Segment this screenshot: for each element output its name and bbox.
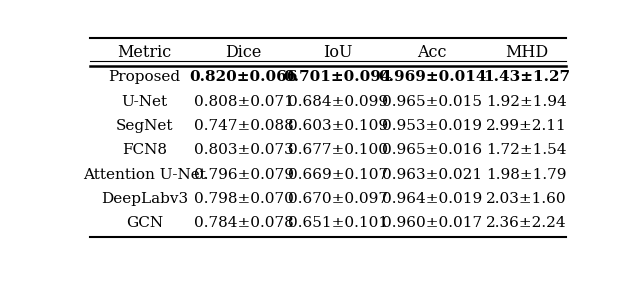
Text: 1.72±1.54: 1.72±1.54 bbox=[486, 143, 566, 157]
Text: 0.965±0.015: 0.965±0.015 bbox=[382, 95, 482, 109]
Text: 0.808±0.071: 0.808±0.071 bbox=[194, 95, 294, 109]
Text: GCN: GCN bbox=[126, 216, 163, 230]
Text: MHD: MHD bbox=[505, 44, 548, 62]
Text: Proposed: Proposed bbox=[108, 70, 180, 84]
Text: 0.964±0.019: 0.964±0.019 bbox=[382, 192, 483, 206]
Text: 1.43±1.27: 1.43±1.27 bbox=[483, 70, 570, 84]
Text: 0.798±0.070: 0.798±0.070 bbox=[194, 192, 294, 206]
Text: IoU: IoU bbox=[323, 44, 353, 62]
Text: 0.784±0.078: 0.784±0.078 bbox=[194, 216, 294, 230]
Text: 0.953±0.019: 0.953±0.019 bbox=[382, 119, 482, 133]
Text: 0.651±0.101: 0.651±0.101 bbox=[288, 216, 388, 230]
Text: 2.03±1.60: 2.03±1.60 bbox=[486, 192, 566, 206]
Text: Dice: Dice bbox=[225, 44, 262, 62]
Text: 0.969±0.014: 0.969±0.014 bbox=[378, 70, 486, 84]
Text: 0.677±0.100: 0.677±0.100 bbox=[288, 143, 388, 157]
Text: 1.92±1.94: 1.92±1.94 bbox=[486, 95, 567, 109]
Text: 0.796±0.079: 0.796±0.079 bbox=[194, 168, 294, 182]
Text: 2.36±2.24: 2.36±2.24 bbox=[486, 216, 566, 230]
Text: 0.820±0.066: 0.820±0.066 bbox=[189, 70, 298, 84]
Text: 0.965±0.016: 0.965±0.016 bbox=[382, 143, 482, 157]
Text: FCN8: FCN8 bbox=[122, 143, 167, 157]
Text: Acc: Acc bbox=[417, 44, 447, 62]
Text: 0.684±0.099: 0.684±0.099 bbox=[288, 95, 388, 109]
Text: 0.669±0.107: 0.669±0.107 bbox=[288, 168, 388, 182]
Text: 0.960±0.017: 0.960±0.017 bbox=[382, 216, 482, 230]
Text: Attention U-Net: Attention U-Net bbox=[83, 168, 206, 182]
Text: 0.803±0.073: 0.803±0.073 bbox=[194, 143, 294, 157]
Text: Metric: Metric bbox=[117, 44, 172, 62]
Text: 1.98±1.79: 1.98±1.79 bbox=[486, 168, 566, 182]
Text: 0.963±0.021: 0.963±0.021 bbox=[382, 168, 482, 182]
Text: U-Net: U-Net bbox=[122, 95, 168, 109]
Text: 0.670±0.097: 0.670±0.097 bbox=[288, 192, 388, 206]
Text: SegNet: SegNet bbox=[116, 119, 173, 133]
Text: 2.99±2.11: 2.99±2.11 bbox=[486, 119, 567, 133]
Text: DeepLabv3: DeepLabv3 bbox=[101, 192, 188, 206]
Text: 0.603±0.109: 0.603±0.109 bbox=[288, 119, 388, 133]
Text: 0.701±0.094: 0.701±0.094 bbox=[284, 70, 392, 84]
Text: 0.747±0.088: 0.747±0.088 bbox=[194, 119, 294, 133]
